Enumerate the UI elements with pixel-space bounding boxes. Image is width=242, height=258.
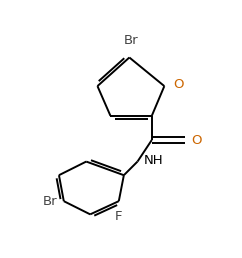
Text: F: F <box>115 210 122 223</box>
Text: Br: Br <box>43 195 57 208</box>
Text: NH: NH <box>144 154 164 167</box>
Text: Br: Br <box>124 34 139 46</box>
Text: O: O <box>191 133 202 147</box>
Text: O: O <box>173 78 184 92</box>
